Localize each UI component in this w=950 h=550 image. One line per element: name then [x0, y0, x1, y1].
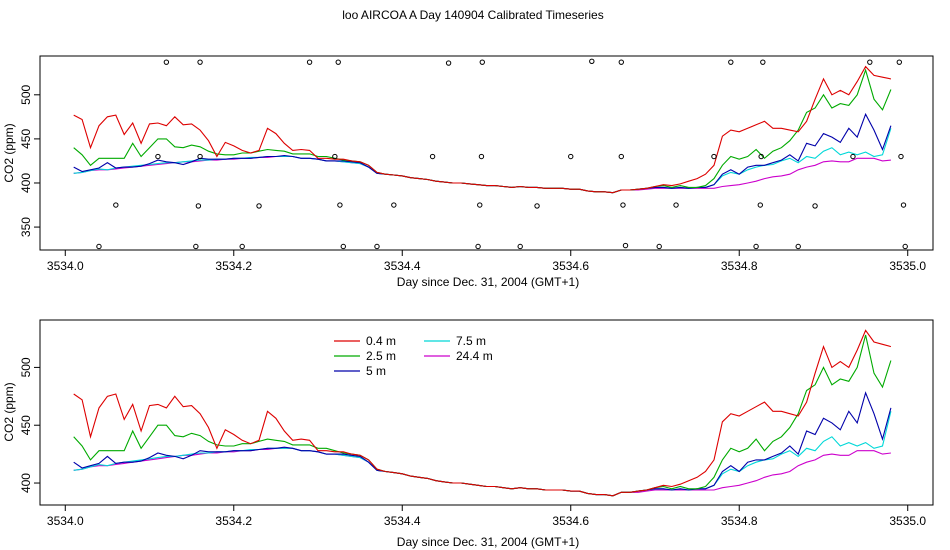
chart-panel-bottom: 400 450 500 3534.0 3534.2 3534.4 3534.6 3534.8… — [2, 319, 934, 549]
calibration-point — [429, 153, 436, 160]
legend: 0.4 m 2.5 m 5 m 7.5 m 24.4 m — [334, 334, 493, 378]
calibration-point — [896, 59, 903, 65]
series-line-s75-top — [73, 128, 892, 194]
series-line-s04-top — [73, 65, 892, 194]
calibration-point — [812, 203, 818, 209]
calibration-points — [96, 58, 908, 250]
calibration-point — [163, 59, 170, 65]
x-tick-label-top: 3534.8 — [721, 259, 758, 273]
plot-frame-top — [39, 55, 934, 251]
calibration-point — [478, 153, 485, 160]
calibration-point — [898, 153, 904, 160]
calibration-point — [618, 153, 624, 160]
calibration-point — [337, 202, 343, 208]
y-axis-top: 350 400 450 500 — [19, 84, 40, 237]
series-line-s25-top — [73, 68, 892, 194]
series-line-s5-bottom — [73, 391, 892, 497]
y-tick-label-top: 500 — [19, 84, 33, 104]
calibration-point — [197, 59, 203, 65]
x-tick-label-bottom: 3534.0 — [47, 514, 84, 528]
x-tick-label-bottom: 3534.2 — [215, 514, 252, 528]
x-tick-label-bottom: 3534.6 — [552, 514, 589, 528]
x-axis-label-bottom: Day since Dec. 31, 2004 (GMT+1) — [397, 535, 579, 549]
calibration-point — [477, 202, 483, 208]
y-tick-label-top: 350 — [19, 217, 33, 237]
calibration-point — [728, 59, 734, 65]
calibration-point — [306, 59, 313, 65]
calibration-point — [96, 243, 102, 250]
calibration-point — [475, 243, 481, 250]
series-line-s244-top — [73, 155, 891, 194]
y-tick-label-top: 400 — [19, 173, 33, 193]
calibration-point — [618, 59, 624, 65]
x-tick-label-top: 3534.0 — [47, 259, 84, 273]
y-axis-label-top: CO2 (ppm) — [2, 123, 16, 182]
plot-frame-bottom — [39, 319, 934, 506]
x-tick-label-bottom: 3534.4 — [384, 514, 421, 528]
calibration-point — [795, 243, 801, 250]
calibration-point — [193, 243, 199, 250]
x-tick-label-top: 3534.6 — [552, 259, 589, 273]
x-tick-label-bottom: 3534.8 — [721, 514, 758, 528]
x-tick-label-bottom: 3535.0 — [889, 514, 926, 528]
calibration-point — [673, 202, 679, 208]
y-tick-label-bottom: 400 — [19, 473, 33, 493]
figure-title: loo AIRCOA A Day 140904 Calibrated Times… — [342, 8, 603, 22]
x-axis-label-top: Day since Dec. 31, 2004 (GMT+1) — [397, 275, 579, 289]
calibration-point — [340, 243, 346, 250]
calibration-point — [391, 202, 397, 208]
x-tick-label-top: 3534.4 — [384, 259, 421, 273]
series-group-bottom — [73, 329, 892, 497]
legend-label-2-5m: 2.5 m — [366, 349, 396, 363]
calibration-point — [517, 243, 523, 250]
calibration-point — [568, 153, 574, 160]
calibration-point — [850, 153, 856, 160]
calibration-point — [900, 202, 907, 208]
series-line-s5-top — [73, 112, 892, 194]
x-tick-label-top: 3535.0 — [889, 259, 926, 273]
x-axis-bottom: 3534.0 3534.2 3534.4 3534.6 3534.8 3535.0 — [47, 505, 926, 528]
calibration-point — [753, 243, 759, 250]
series-line-s75-bottom — [73, 411, 892, 497]
calibration-point — [867, 59, 873, 65]
calibration-point — [534, 203, 540, 209]
calibration-point — [711, 153, 717, 160]
y-tick-label-bottom: 450 — [19, 415, 33, 435]
calibration-point — [479, 59, 485, 65]
calibration-point — [622, 242, 629, 249]
calibration-point — [256, 203, 262, 209]
calibration-point — [195, 203, 202, 209]
calibration-point — [374, 243, 380, 250]
y-axis-label-bottom: CO2 (ppm) — [2, 382, 16, 441]
legend-label-0-4m: 0.4 m — [366, 334, 396, 348]
calibration-point — [758, 153, 764, 160]
calibration-point — [197, 153, 203, 160]
x-axis-top: 3534.0 3534.2 3534.4 3534.6 3534.8 3535.0 — [47, 250, 926, 273]
series-group-top — [73, 65, 892, 194]
calibration-point — [239, 243, 245, 250]
series-line-s04-bottom — [73, 329, 892, 497]
x-tick-label-top: 3534.2 — [215, 259, 252, 273]
legend-label-5m: 5 m — [366, 364, 386, 378]
calibration-point — [445, 60, 452, 66]
legend-label-7-5m: 7.5 m — [456, 334, 486, 348]
legend-label-24-4m: 24.4 m — [456, 349, 493, 363]
calibration-point — [902, 243, 908, 250]
y-tick-label-top: 450 — [19, 129, 33, 149]
calibration-point — [656, 243, 662, 250]
calibration-point — [113, 202, 119, 208]
calibration-point — [589, 58, 595, 64]
y-tick-label-bottom: 500 — [19, 357, 33, 377]
calibration-point — [620, 202, 626, 208]
calibration-point — [757, 202, 763, 208]
calibration-point — [335, 59, 341, 65]
calibration-point — [760, 59, 766, 65]
y-axis-bottom: 400 450 500 — [19, 357, 40, 493]
series-line-s244-bottom — [73, 447, 891, 497]
calibration-point — [332, 153, 338, 160]
calibration-point — [155, 153, 161, 160]
